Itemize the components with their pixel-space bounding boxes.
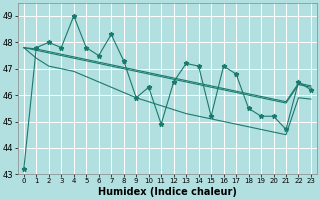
X-axis label: Humidex (Indice chaleur): Humidex (Indice chaleur) [98,187,237,197]
